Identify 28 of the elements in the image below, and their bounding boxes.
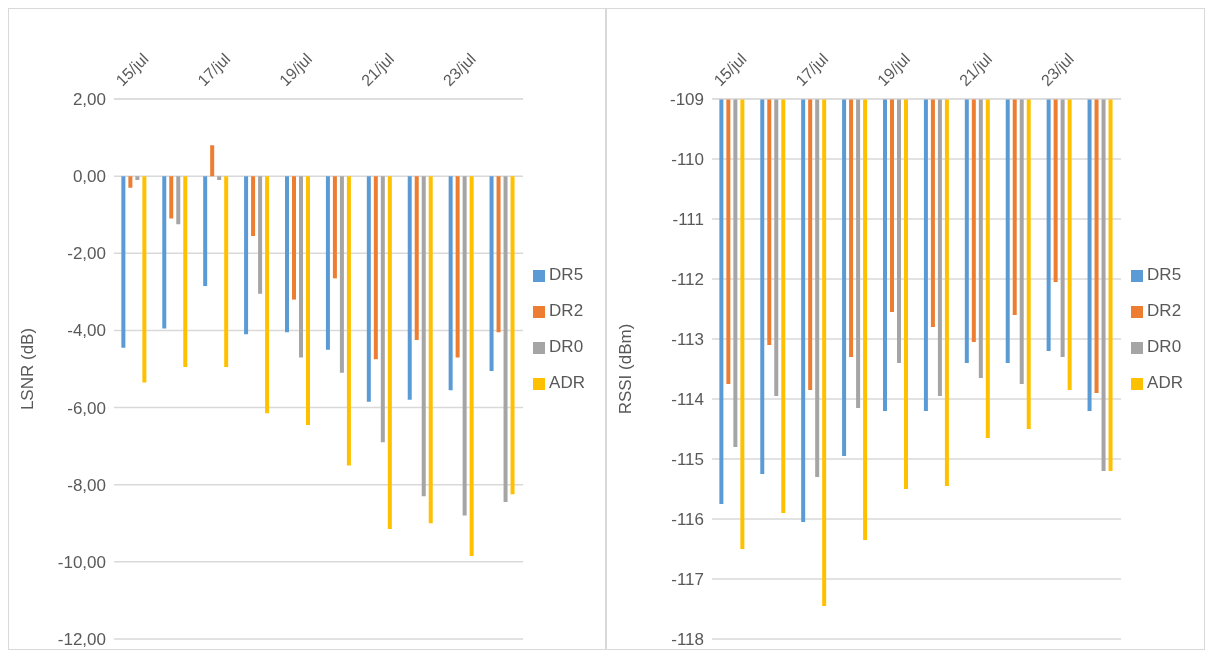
y-tick-label: -112 [671,270,704,290]
y-tick-label: -116 [671,510,704,530]
legend-label: ADR [1147,373,1183,392]
y-tick-label: -110 [671,150,704,170]
y-tick-label: -6,00 [67,398,106,418]
y-tick-label: -8,00 [67,475,106,495]
y-axis-title: LSNR (dB) [18,327,38,411]
y-tick-label: -109 [669,90,704,110]
legend-label: DR5 [549,265,584,284]
y-tick-label: -4,00 [67,321,106,341]
legend-label: DR2 [549,301,584,320]
legend-label: DR0 [549,337,584,356]
y-tick-label: -113 [671,330,704,350]
y-tick-label: 0,00 [72,167,106,187]
legend-label: DR2 [1147,301,1182,320]
legend-label: DR5 [1147,265,1182,284]
legend-label: DR0 [1147,337,1182,356]
y-tick-label: -111 [672,210,704,230]
y-tick-label: -114 [671,390,704,410]
y-tick-label: -10,00 [57,552,106,572]
y-tick-label: 2,00 [72,90,106,110]
y-tick-label: -2,00 [67,244,106,264]
y-tick-label: -117 [671,570,704,590]
y-tick-label: -118 [671,630,704,650]
y-axis-title: RSSI (dBm) [616,323,636,415]
y-tick-label: -12,00 [57,630,106,650]
legend-label: ADR [549,373,585,392]
y-tick-label: -115 [671,450,704,470]
